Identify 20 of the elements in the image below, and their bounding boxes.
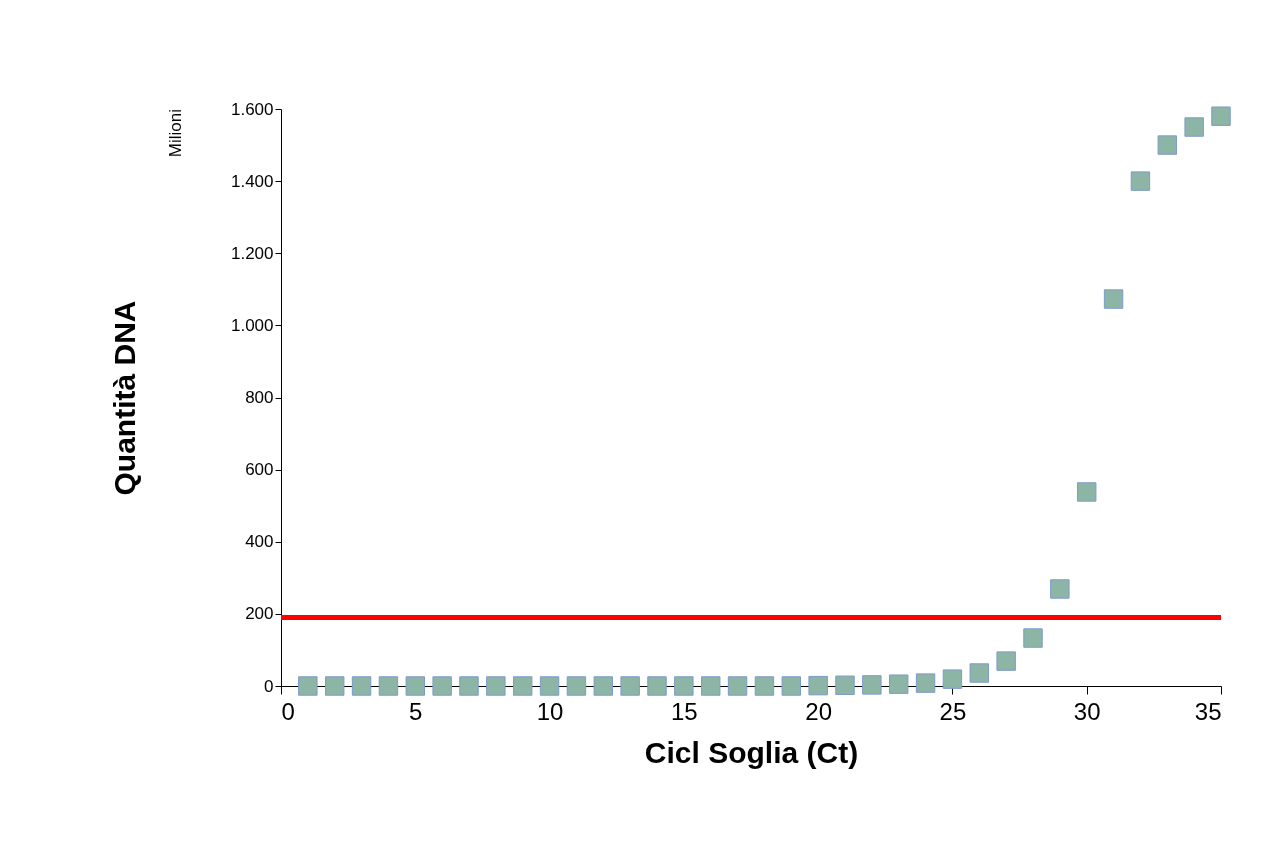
- x-tick-label: 25: [939, 697, 967, 725]
- y-tick-label: 600: [245, 460, 274, 480]
- x-tick-label: 0: [281, 697, 295, 725]
- y-axis-title: Quantità DNA: [107, 300, 141, 496]
- text: Milioni: [166, 109, 185, 158]
- y-tick-label: 200: [245, 604, 274, 624]
- y-tick-label: 800: [245, 388, 274, 407]
- y-tick-label: 0: [264, 676, 274, 696]
- x-axis-title: Cicl Soglia (Ct): [644, 735, 859, 769]
- x-tick-label: 20: [805, 697, 832, 725]
- x-tick-label: 10: [536, 697, 564, 725]
- y-tick-label: 1.400: [230, 171, 274, 191]
- x-tick-label: 35: [1194, 697, 1222, 725]
- y-tick-label: 1.000: [230, 315, 274, 335]
- x-tick-label: 15: [671, 697, 698, 725]
- y-tick-label: 1.600: [230, 99, 274, 119]
- y-tick-label: 1.200: [230, 243, 274, 263]
- y-tick-label: 400: [245, 532, 274, 552]
- x-tick-label: 30: [1073, 697, 1101, 725]
- x-tick-label: 5: [409, 697, 423, 725]
